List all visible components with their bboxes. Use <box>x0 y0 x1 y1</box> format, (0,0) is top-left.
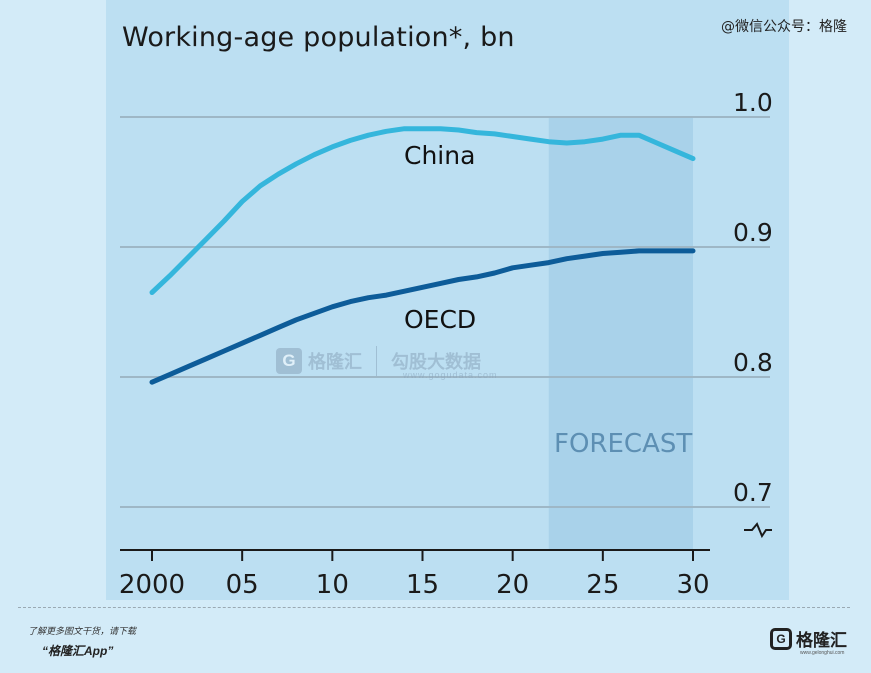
series-label-oecd: OECD <box>404 305 476 334</box>
logo-icon: G <box>770 627 792 650</box>
series-label-china: China <box>404 141 475 170</box>
x-tick-label: 05 <box>226 570 259 600</box>
y-tick-label: 0.7 <box>733 478 773 507</box>
footer-line-1: 了解更多图文干货，请下载 <box>28 626 137 636</box>
footer-logo[interactable]: G 格隆汇 <box>770 626 847 651</box>
x-tick-label: 25 <box>586 570 619 600</box>
watermark-partner: 勾股大数据 <box>391 352 481 372</box>
watermark-brand: 格隆汇 <box>308 352 362 372</box>
forecast-region <box>548 117 693 550</box>
x-tick-label: 30 <box>676 570 709 600</box>
logo-text: 格隆汇 <box>796 631 847 650</box>
x-tick-label: 10 <box>316 570 349 600</box>
watermark-url: www.gogudata.com <box>403 370 498 380</box>
watermark-divider <box>376 346 377 376</box>
watermark: G 格隆汇 勾股大数据 <box>276 346 481 376</box>
credit-text: @微信公众号：格隆 <box>721 19 847 35</box>
chart-title: Working-age population*, bn <box>122 22 515 53</box>
axis-break-icon <box>744 522 772 539</box>
footer-divider <box>18 607 850 608</box>
line-chart: 0.7 0.8 0.9 1.0 FORECAST 2000 05 10 15 20 25 30 Chin… <box>119 88 773 600</box>
logo-url: www.gelonghui.com <box>800 650 845 656</box>
x-tick-label: 2000 <box>119 570 185 600</box>
watermark-logo-icon: G <box>276 348 302 374</box>
forecast-label: FORECAST <box>554 429 692 459</box>
series-line-china <box>149 126 696 295</box>
y-tick-label: 0.8 <box>733 348 773 377</box>
x-tick-label: 20 <box>496 570 529 600</box>
footer-app-link[interactable]: “格隆汇App” <box>42 644 114 658</box>
y-tick-label: 0.9 <box>733 218 773 247</box>
series-line-oecd <box>149 248 696 385</box>
x-tick-label: 15 <box>406 570 439 600</box>
y-tick-label: 1.0 <box>733 88 773 117</box>
